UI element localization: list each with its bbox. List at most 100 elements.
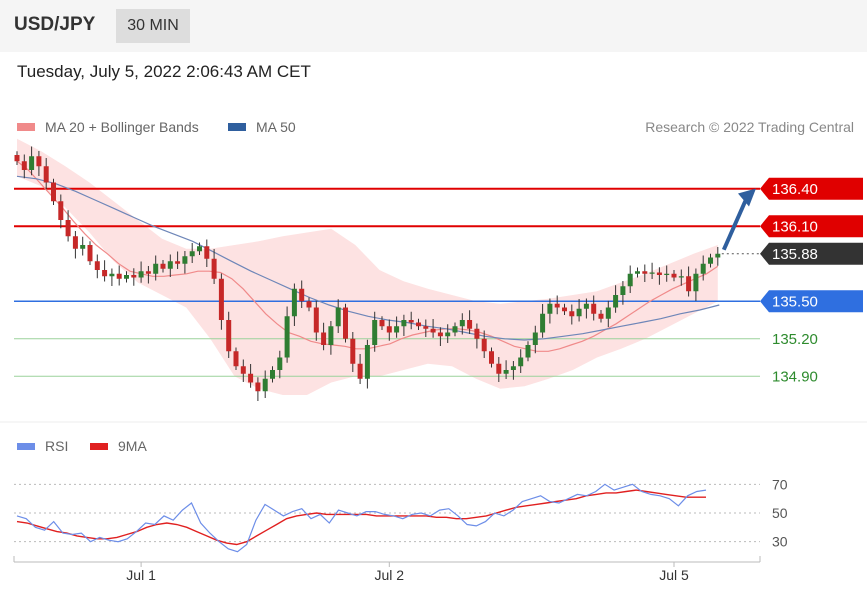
forecast-arrow-head [738,188,756,207]
candle-body [496,363,502,374]
timestamp: Tuesday, July 5, 2022 2:06:43 AM CET [17,62,311,81]
candle-body [277,357,283,370]
price-levels [14,187,760,377]
level-label-135-50: 135.50 [772,293,818,310]
candle-body [671,273,677,278]
candle-body [306,301,312,308]
main-legend: MA 20 + Bollinger Bands MA 50 Research ©… [17,119,854,135]
level-tag-136-40 [760,177,863,200]
candle-body [357,363,363,379]
legend-swatch-9ma [90,443,108,450]
legend-label-ma50: MA 50 [256,119,296,135]
candle-body [29,156,35,170]
candles [14,146,721,401]
candle-body [36,156,42,167]
legend-swatch-ma20 [17,123,35,131]
candle-body [80,245,86,249]
timeframe-button[interactable]: 30 MIN [116,9,190,43]
candle-body [58,201,64,220]
candle-body [598,313,604,319]
candle-body [65,220,71,237]
candle-body [503,370,509,374]
candle-body [87,245,93,262]
candle-body [350,338,356,364]
candle-body [372,320,378,345]
candle-body [686,276,692,292]
candle-body [175,261,181,264]
candle-body [109,273,115,277]
candle-body [321,332,327,345]
candle-body [708,257,713,264]
candle-body [489,351,494,364]
legend-label-9ma: 9MA [118,438,147,454]
candle-body [525,345,531,358]
level-label-134-90: 134.90 [772,368,818,385]
candle-body [182,256,188,264]
candle-body [94,261,100,270]
candle-body [218,278,224,320]
candle-body [532,332,538,345]
forecast-arrow-shaft [721,198,748,251]
rsi-tick-70: 70 [772,476,788,492]
header-bar: USD/JPY 30 MIN [0,0,867,52]
candle-body [328,326,334,345]
candle-body [270,370,275,379]
level-label-135-88: 135.88 [772,246,818,263]
rsi-line [16,483,707,553]
candle-body [51,182,56,202]
ma50-line [16,175,720,341]
candle-body [554,303,560,308]
candle-body [649,272,655,274]
candle-body [540,313,546,333]
candle-body [131,275,137,278]
candle-body [43,166,49,183]
rsi-tick-50: 50 [772,505,788,521]
candle-body [642,271,648,274]
candle-body [211,258,217,279]
candle-body [635,271,640,274]
candle-body [445,332,451,337]
level-labels: 136.40 136.10 135.88 135.50 135.20 134.90 [760,177,863,385]
forecast-arrow-icon [721,188,756,251]
legend-label-rsi: RSI [45,438,68,454]
candle-body [459,320,465,327]
candle-body [386,326,392,333]
candle-body [613,295,619,308]
candle-body [656,272,662,275]
candle-body [226,320,232,352]
symbol-title: USD/JPY [14,14,96,35]
candle-body [416,322,421,327]
candle-body [102,270,108,277]
candle-body [510,366,516,370]
legend-swatch-rsi [17,443,35,450]
candle-body [299,288,305,302]
candle-body [255,382,261,392]
legend-swatch-ma50 [228,123,246,131]
level-label-136-10: 136.10 [772,218,818,235]
rsi-legend: RSI 9MA [17,438,147,454]
candle-body [197,246,202,252]
candle-body [240,366,246,374]
candle-body [700,263,706,274]
candle-body [313,307,319,333]
x-tick-label: Jul 5 [659,567,689,583]
x-axis: Jul 1 Jul 2 Jul 5 [13,556,761,583]
candle-body [138,271,144,278]
candle-body [408,320,414,323]
candle-body [379,320,385,327]
candle-body [204,246,210,259]
candle-body [481,338,487,352]
candle-body [343,307,348,339]
candle-body [167,261,173,269]
legend-label-ma20: MA 20 + Bollinger Bands [45,119,199,135]
candle-body [248,373,254,383]
candle-body [467,320,473,329]
candle-body [145,271,151,274]
candle-body [160,263,166,269]
x-tick-label: Jul 2 [375,567,405,583]
candle-body [605,307,611,319]
rsi-grid: 70 50 30 [14,476,788,550]
level-label-135-20: 135.20 [772,331,818,348]
candle-body [262,378,268,392]
